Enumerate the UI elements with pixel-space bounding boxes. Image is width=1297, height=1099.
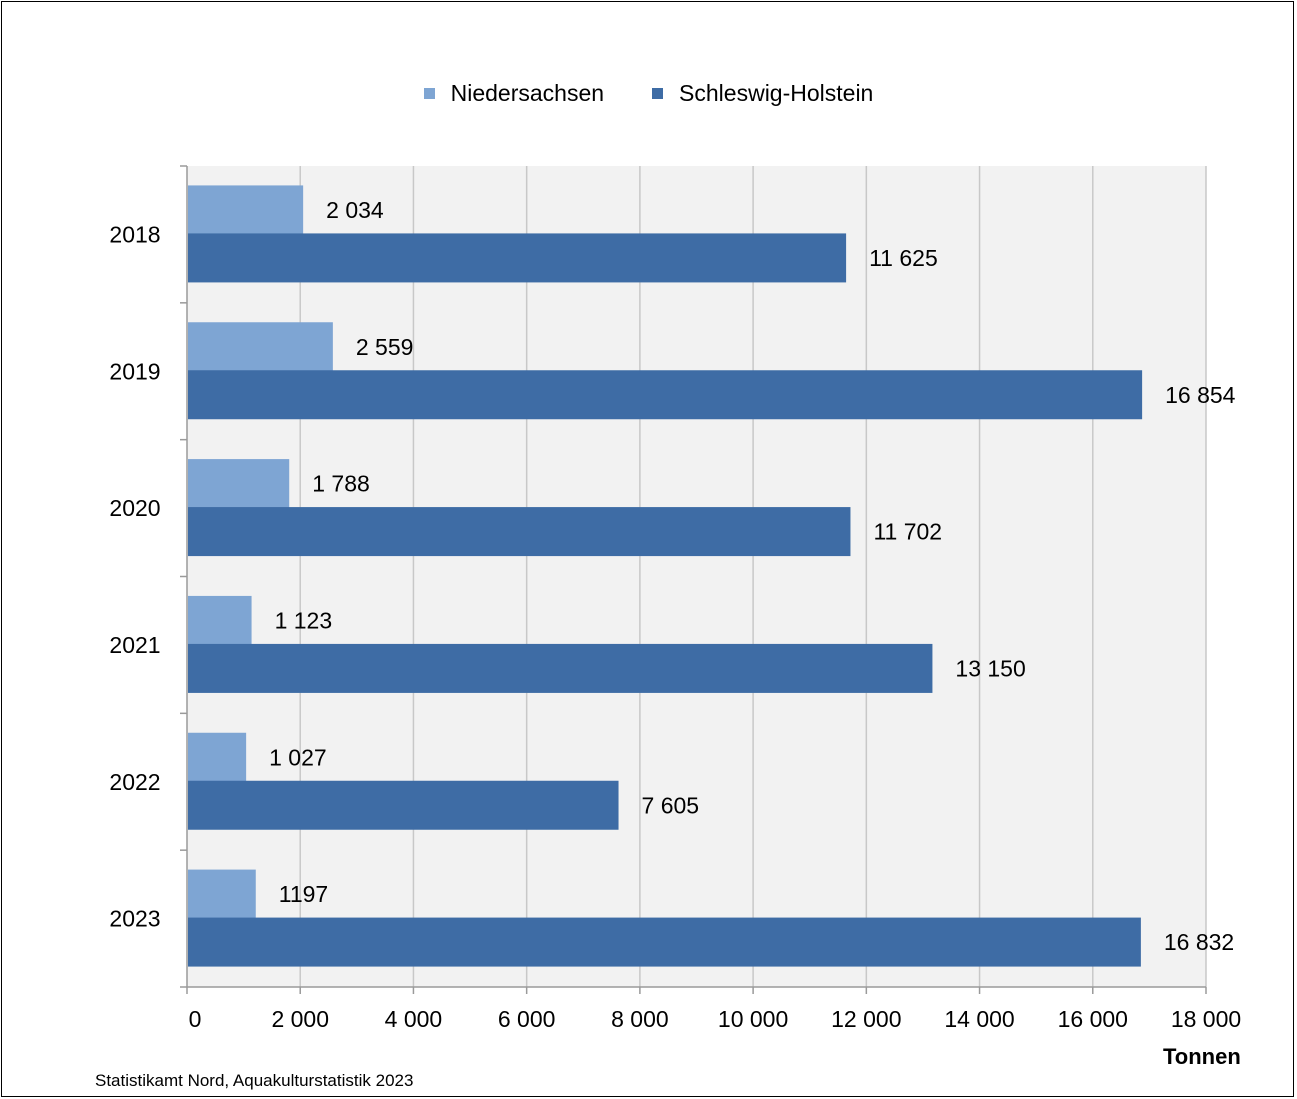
x-tick-label-4: 8 000 [611, 1006, 669, 1032]
bar-schleswig-holstein-2020 [188, 507, 851, 557]
data-label-niedersachsen-2022: 1 027 [269, 744, 327, 770]
bar-schleswig-holstein-2021 [188, 643, 933, 693]
data-label-niedersachsen-2018: 2 034 [326, 197, 384, 223]
x-tick-label-6: 12 000 [831, 1006, 901, 1032]
x-tick-label-7: 14 000 [944, 1006, 1014, 1032]
bar-niedersachsen-2019 [188, 322, 333, 372]
legend-swatch-niedersachsen [423, 88, 435, 99]
data-label-niedersachsen-2020: 1 788 [312, 471, 370, 497]
plot-area [187, 166, 1206, 987]
source-note: Statistikamt Nord, Aquakulturstatistik 2… [95, 1071, 414, 1090]
legend-item-schleswig-holstein: Schleswig-Holstein [652, 80, 873, 107]
bar-niedersachsen-2023 [188, 869, 256, 919]
bar-schleswig-holstein-2018 [188, 233, 847, 283]
data-label-schleswig-holstein-2023: 16 832 [1164, 929, 1234, 955]
bar-schleswig-holstein-2023 [188, 917, 1141, 967]
x-tick-label-9: 18 000 [1171, 1006, 1241, 1032]
category-label-2021: 2021 [109, 632, 160, 658]
category-label-2019: 2019 [109, 358, 160, 384]
x-tick-label-0: 0 [189, 1006, 202, 1032]
category-label-2023: 2023 [109, 906, 160, 932]
legend-item-niedersachsen: Niedersachsen [423, 80, 605, 107]
bar-niedersachsen-2022 [188, 732, 247, 782]
x-axis-unit-label: Tonnen [1163, 1044, 1241, 1069]
data-label-schleswig-holstein-2020: 11 702 [873, 519, 942, 545]
x-tick-label-2: 4 000 [385, 1006, 443, 1032]
x-tick-label-1: 2 000 [271, 1006, 329, 1032]
data-label-schleswig-holstein-2022: 7 605 [642, 792, 700, 818]
data-label-niedersachsen-2019: 2 559 [356, 334, 414, 360]
data-label-niedersachsen-2023: 1197 [279, 881, 328, 907]
data-label-schleswig-holstein-2019: 16 854 [1165, 382, 1236, 408]
bar-niedersachsen-2020 [188, 459, 290, 509]
bar-niedersachsen-2021 [188, 595, 252, 645]
legend-label-niedersachsen: Niedersachsen [450, 80, 605, 106]
x-tick-label-8: 16 000 [1058, 1006, 1128, 1032]
legend-label-schleswig-holstein: Schleswig-Holstein [679, 80, 874, 106]
category-label-2018: 2018 [109, 221, 160, 247]
data-label-schleswig-holstein-2018: 11 625 [869, 245, 938, 271]
data-label-niedersachsen-2021: 1 123 [275, 607, 333, 633]
bar-schleswig-holstein-2022 [188, 780, 619, 830]
x-tick-label-5: 10 000 [718, 1006, 788, 1032]
x-tick-label-3: 6 000 [498, 1006, 556, 1032]
data-label-schleswig-holstein-2021: 13 150 [955, 655, 1025, 681]
bar-niedersachsen-2018 [188, 185, 304, 235]
category-label-2022: 2022 [109, 769, 160, 795]
bar-schleswig-holstein-2019 [188, 370, 1143, 420]
legend: Niedersachsen Schleswig-Holstein [0, 80, 1297, 107]
category-label-2020: 2020 [109, 495, 160, 521]
legend-swatch-schleswig-holstein [652, 88, 664, 99]
